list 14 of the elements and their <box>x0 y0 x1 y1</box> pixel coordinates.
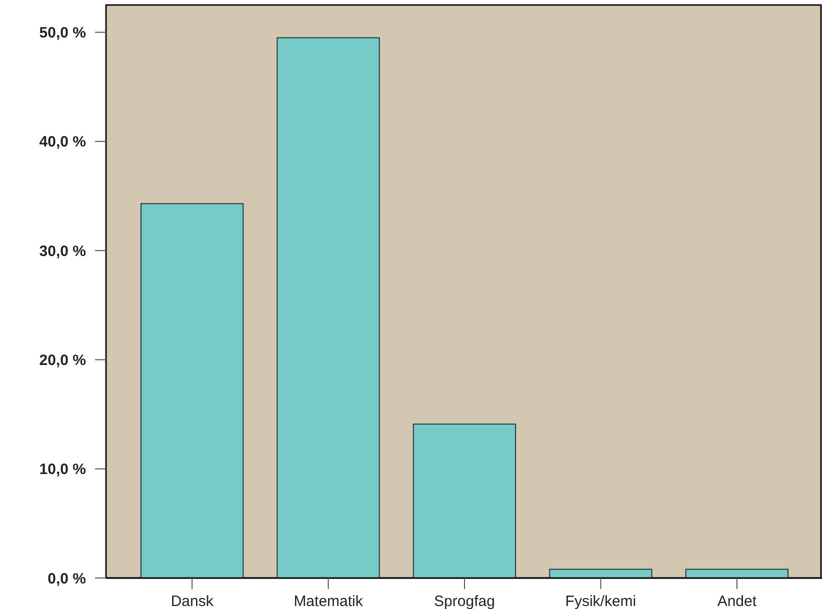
y-tick-label: 50,0 % <box>39 24 86 42</box>
bar <box>276 37 380 578</box>
x-tick-label: Sprogfag <box>434 593 495 609</box>
y-tick-label: 10,0 % <box>39 461 86 478</box>
bar <box>412 424 516 578</box>
y-tick-label: 40,0 % <box>39 134 86 151</box>
x-tick-label: Andet <box>717 593 758 609</box>
x-tick-label: Dansk <box>170 593 214 609</box>
y-tick-label: 20,0 % <box>39 352 86 369</box>
y-tick-label: 30,0 % <box>39 242 86 260</box>
x-tick-label: Fysik/kemi <box>565 593 636 609</box>
y-tick-label: 0,0 % <box>48 570 86 588</box>
bar <box>140 203 244 578</box>
x-tick-label: Matematik <box>294 593 364 609</box>
